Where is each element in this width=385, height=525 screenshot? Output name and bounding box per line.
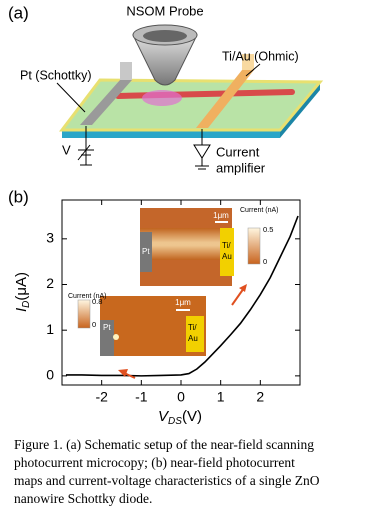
contact-label: Ti/Au (Ohmic) [222,49,299,63]
x-tick-label: -2 [95,389,108,405]
y-label-var: I [13,308,30,312]
caption-line: photocurrent microcopy; (b) near-field p… [14,455,295,470]
x-tick-label: 2 [256,389,264,405]
schematic [56,24,324,170]
caption-line: maps and current-voltage characteristics… [14,473,320,488]
electrode-label: Ti/ [222,241,231,250]
x-tick-label: 0 [177,389,185,405]
y-tick-label: 1 [46,321,54,337]
x-tick-label: 1 [217,389,225,405]
colorbar-title: Current (nA) [240,207,279,214]
inset-image [77,208,261,379]
x-axis-label: VDS(V) [158,408,202,427]
colorbar-tick: 0 [92,320,96,329]
electrode-label: Au [188,334,198,343]
scale-bar-label: 1μm [175,298,191,307]
probe-label: NSOM Probe [126,3,203,18]
y-label-sub: D [21,301,32,308]
y-axis-label: ID(μA) [13,272,32,312]
electrode-label: Pt [142,247,150,256]
x-tick-label: -1 [135,389,148,405]
x-label-unit: (V) [182,408,202,425]
colorbar-tick: 0.8 [92,297,102,306]
colorbar-tick: 0 [263,257,267,266]
x-label-sub: DS [168,416,182,427]
caption-line: nanowire Schottky diode. [14,491,152,506]
x-label-var: V [158,408,170,425]
y-label-unit: (μA) [13,272,30,301]
y-tick-label: 2 [46,275,54,291]
colorbar-title: Current (nA) [68,293,107,300]
amplifier-label: Current [216,144,260,159]
y-tick-label: 0 [46,367,54,383]
electrode-label: Au [222,252,232,261]
electrode-label: Pt [103,323,111,332]
source-label: V [62,142,71,157]
scale-bar-label: 1μm [213,211,229,220]
y-tick-label: 3 [46,230,54,246]
colorbar-tick: 0.5 [263,225,273,234]
panel-label: (a) [8,3,29,22]
amplifier-label: amplifier [216,160,266,175]
contact-label: Pt (Schottky) [20,68,92,82]
panel-label: (b) [8,187,29,206]
chart: -2 -1 0 1 2 0 1 2 3 [46,199,301,405]
caption-line: Figure 1. (a) Schematic setup of the nea… [14,437,314,452]
electrode-label: Ti/ [188,323,197,332]
